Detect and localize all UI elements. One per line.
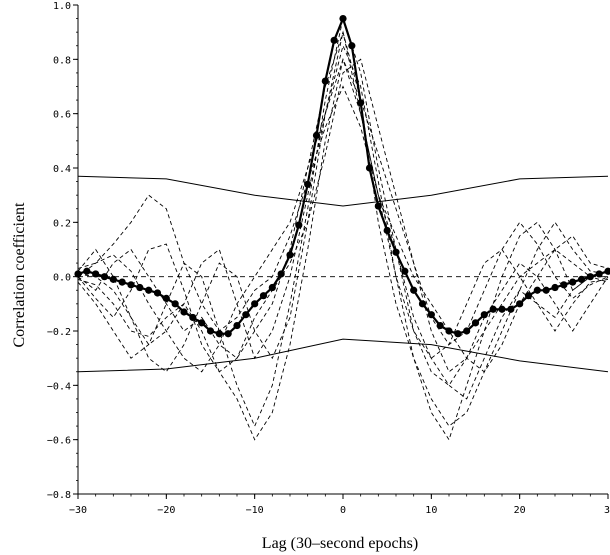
mean-series-point xyxy=(383,226,391,235)
mean-series-point xyxy=(268,283,276,292)
mean-series-point xyxy=(171,300,179,308)
mean-series-point xyxy=(136,283,144,292)
mean-series-point xyxy=(251,300,259,308)
mean-series-point xyxy=(365,164,374,172)
mean-series-point xyxy=(224,330,232,338)
x-tick-label: −10 xyxy=(246,505,264,516)
mean-series-point xyxy=(560,281,568,289)
mean-series-point xyxy=(118,278,126,286)
mean-series-point xyxy=(321,77,329,85)
mean-series-point xyxy=(524,292,533,300)
mean-series-point xyxy=(100,273,109,281)
y-tick-label: 0.2 xyxy=(53,218,71,229)
mean-series-point xyxy=(357,99,365,107)
mean-series-point xyxy=(92,270,100,278)
mean-series-point xyxy=(295,221,303,229)
mean-series-point xyxy=(145,286,153,294)
mean-series-point xyxy=(277,270,285,278)
individual-series-line-7 xyxy=(77,58,609,373)
mean-series-point xyxy=(569,278,577,286)
mean-series-point xyxy=(162,294,170,302)
mean-series-point xyxy=(551,283,559,292)
mean-series-point xyxy=(392,248,400,256)
mean-series-point xyxy=(180,308,188,316)
mean-series-point xyxy=(259,292,268,300)
mean-series-point xyxy=(348,42,356,50)
mean-series-point xyxy=(577,275,586,283)
mean-series-point xyxy=(153,289,162,297)
mean-series-point xyxy=(198,319,206,327)
y-tick-label: 0.0 xyxy=(53,273,71,284)
mean-series-point xyxy=(242,311,250,319)
x-tick-label: −30 xyxy=(69,505,87,516)
mean-series-group xyxy=(74,14,610,338)
mean-series-point xyxy=(595,270,603,278)
mean-series-point xyxy=(445,327,453,335)
mean-series-point xyxy=(498,305,506,313)
mean-series-point xyxy=(507,305,515,313)
axes-group xyxy=(77,5,608,495)
individual-series-line-2 xyxy=(77,44,609,441)
x-axis-title: Lag (30–second epochs) xyxy=(262,535,418,552)
mean-series-point xyxy=(215,330,223,338)
y-tick-label: 0.4 xyxy=(53,164,71,175)
y-axis-title: Correlation coefficient xyxy=(11,202,28,348)
mean-series-point xyxy=(489,305,497,313)
mean-series-point xyxy=(454,330,462,338)
mean-series-point xyxy=(109,275,117,283)
mean-series-point xyxy=(339,14,347,23)
individual-series-group xyxy=(77,16,609,441)
y-tick-label: −0.8 xyxy=(47,490,71,501)
x-tick-label: 3 xyxy=(604,505,610,516)
confidence-bounds-group xyxy=(77,175,609,373)
mean-series-point xyxy=(480,311,488,319)
x-tick-label: 0 xyxy=(340,505,346,516)
x-tick-label: −20 xyxy=(157,505,175,516)
individual-series-line-8 xyxy=(77,57,609,441)
individual-series-line-1 xyxy=(77,30,608,386)
mean-series-point xyxy=(427,311,435,319)
mean-series-line xyxy=(77,15,609,335)
mean-series-point xyxy=(206,327,215,335)
individual-series-line-5 xyxy=(77,58,609,373)
x-tick-label: 10 xyxy=(425,505,437,516)
mean-series-point xyxy=(401,267,409,275)
mean-series-point xyxy=(286,251,294,259)
mean-series-point xyxy=(533,286,541,294)
mean-series-point xyxy=(189,313,197,322)
y-tick-label: 0.6 xyxy=(53,110,71,121)
mean-series-point xyxy=(304,180,312,188)
mean-series-point xyxy=(542,286,550,294)
mean-series-point xyxy=(604,267,610,275)
mean-series-point xyxy=(516,300,524,308)
mean-series-point xyxy=(83,267,91,275)
mean-series-point xyxy=(233,321,241,330)
x-tick-label: 20 xyxy=(514,505,526,516)
confidence-upper-line xyxy=(77,175,609,207)
mean-series-point xyxy=(586,273,594,281)
y-tick-label: 1.0 xyxy=(53,1,71,12)
confidence-lower-line xyxy=(77,338,609,373)
ticks-group: −0.8 −0.6 −0.4 −0.2 0.0 0.2 0.4 0.6 0.8 1.0 −30 −20… xyxy=(47,1,610,516)
mean-series-point xyxy=(418,300,427,308)
mean-series-point xyxy=(410,286,418,294)
y-tick-label: −0.2 xyxy=(47,327,71,338)
mean-series-point xyxy=(127,281,135,289)
mean-series-point xyxy=(471,319,480,327)
mean-series-point xyxy=(330,36,338,44)
mean-series-point xyxy=(312,131,321,139)
mean-series-point xyxy=(463,327,471,335)
y-tick-label: −0.4 xyxy=(47,381,71,392)
y-tick-label: 0.8 xyxy=(53,55,71,66)
mean-series-point xyxy=(436,321,444,330)
mean-series-point xyxy=(374,202,382,210)
y-tick-label: −0.6 xyxy=(47,436,71,447)
